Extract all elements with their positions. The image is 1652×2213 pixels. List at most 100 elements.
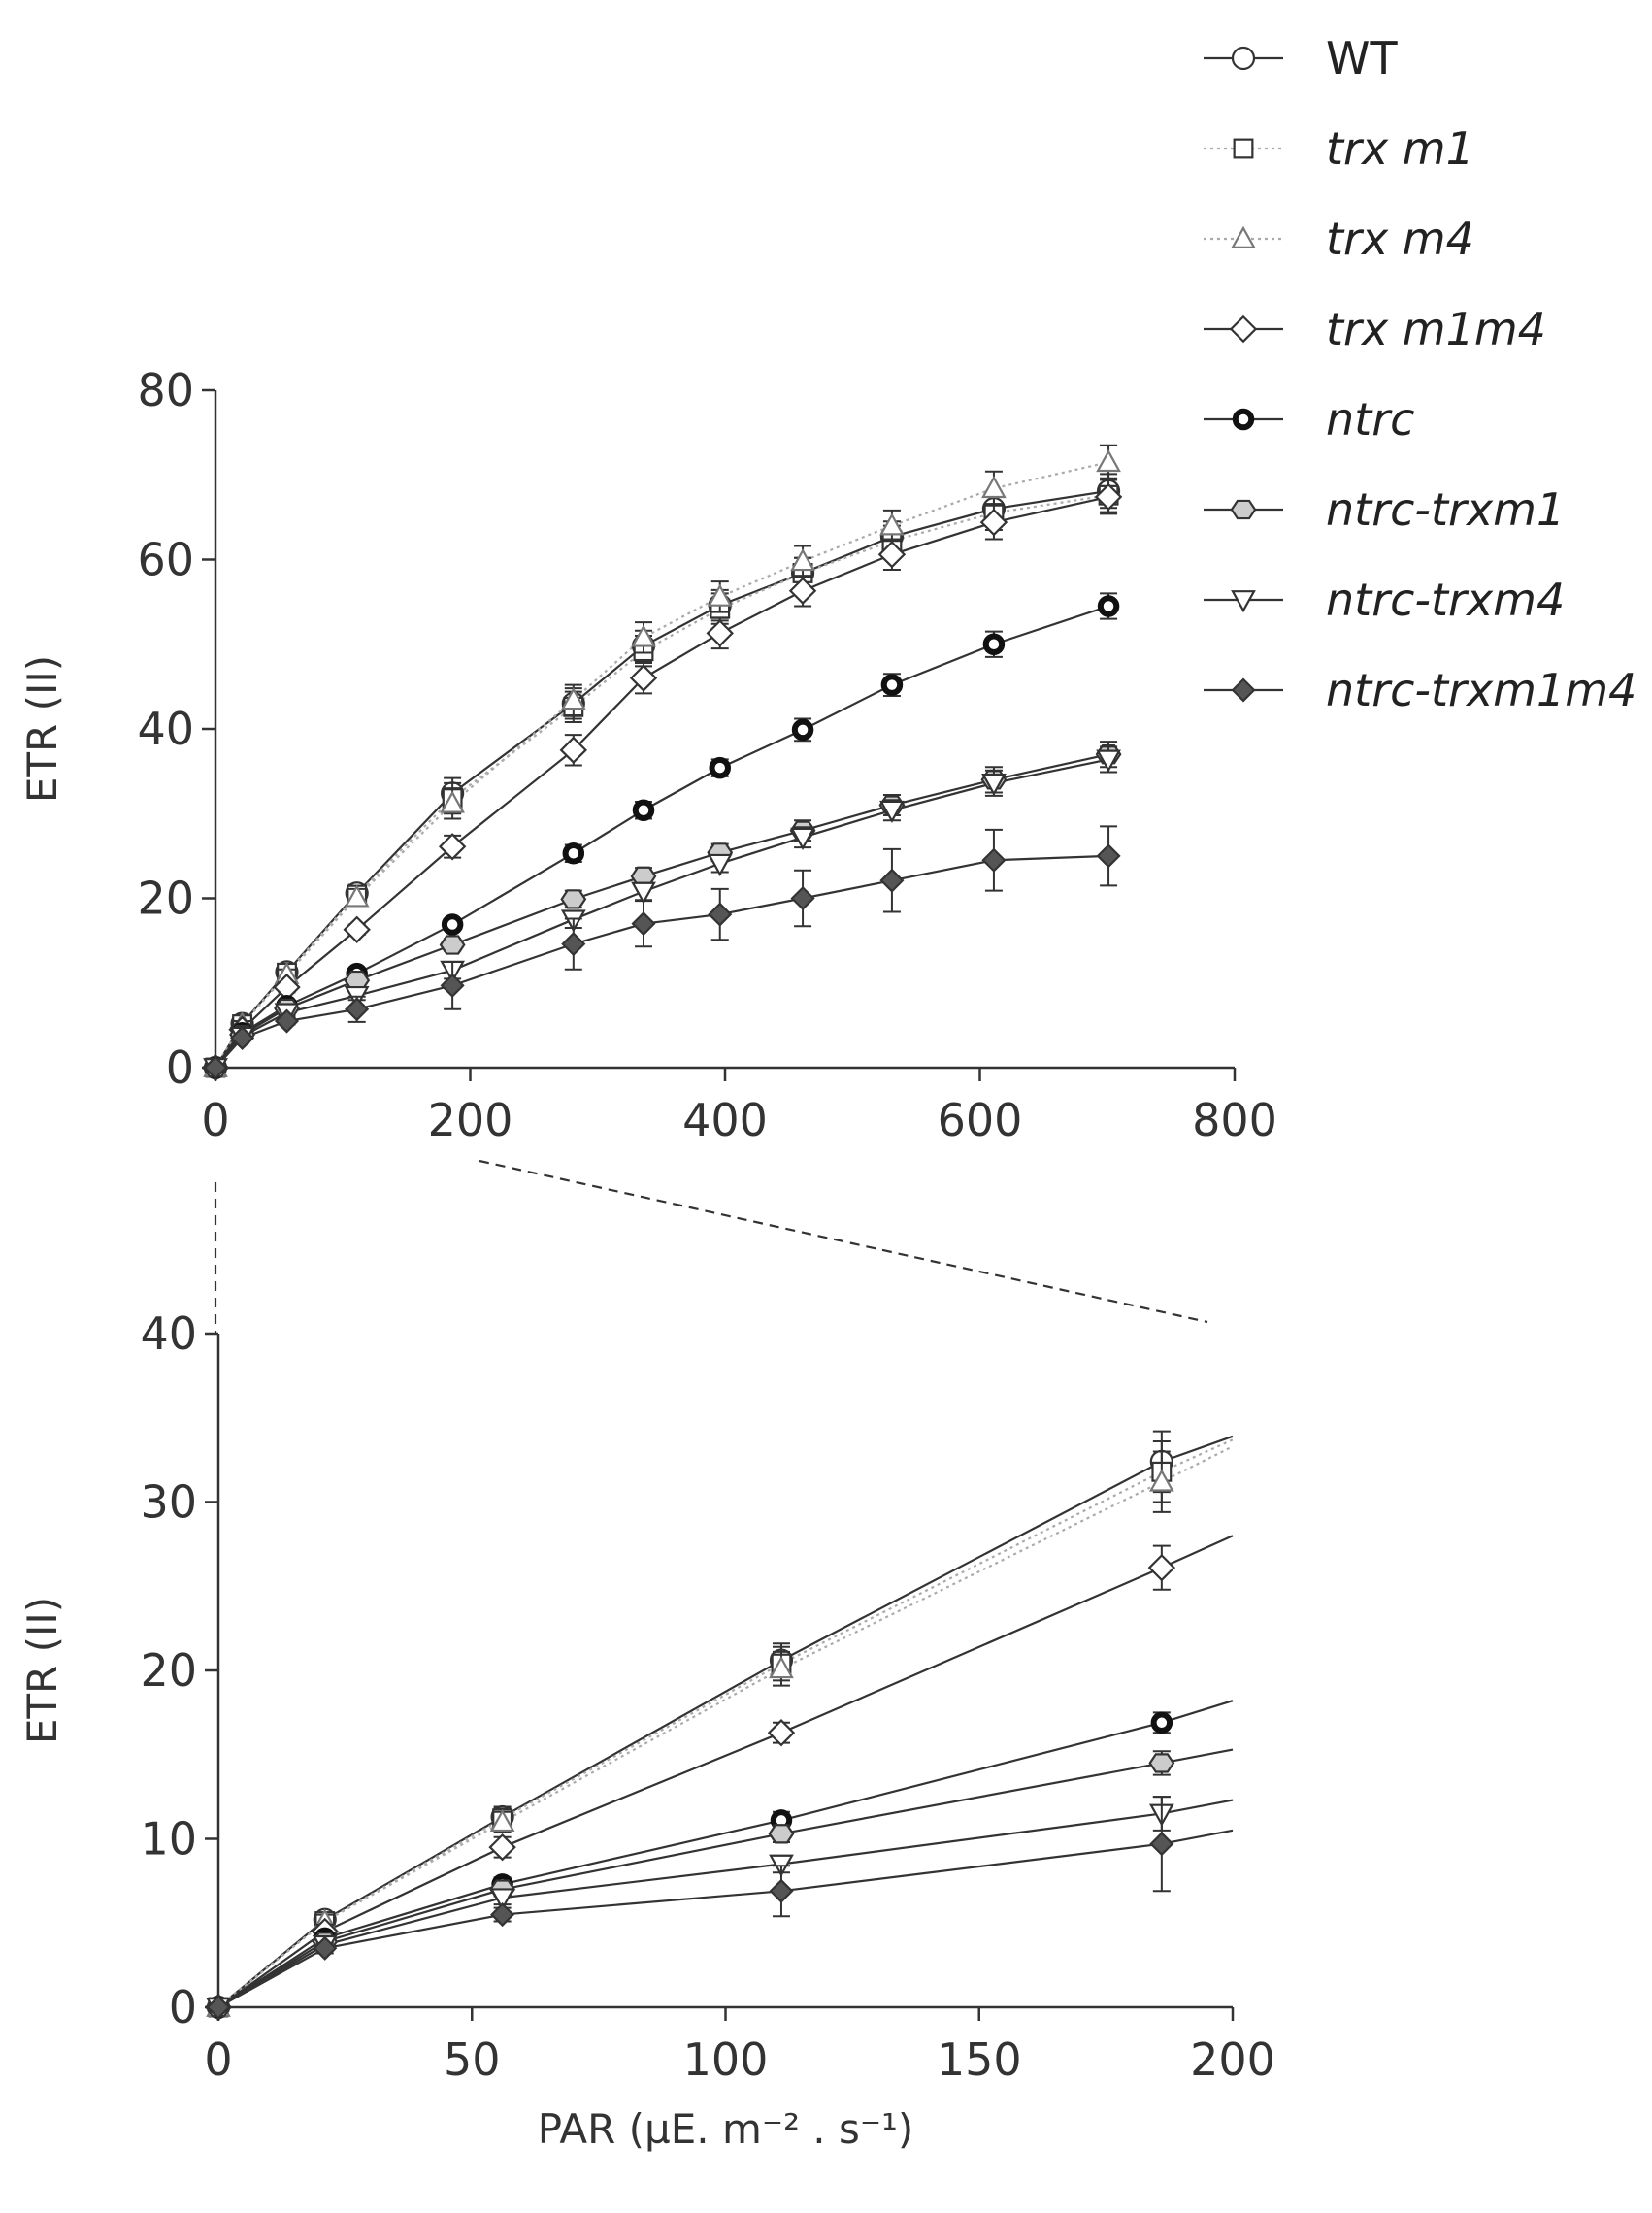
data-point-ntrc-trxm1m4 bbox=[345, 997, 370, 1022]
data-point-trx-m4 bbox=[707, 583, 733, 607]
y-axis-title: ETR (II) bbox=[18, 655, 66, 803]
data-point-trx-m4 bbox=[1148, 1469, 1174, 1492]
data-point-trx-m4 bbox=[790, 547, 815, 572]
legend-label: ntrc-trxm4 bbox=[1326, 574, 1565, 626]
data-point-ntrc-trxm1m4 bbox=[206, 1995, 231, 2020]
data-point-ntrc-trxm4 bbox=[981, 773, 1007, 797]
data-point-ntrc-trxm4 bbox=[707, 853, 733, 876]
legend-label: trx m4 bbox=[1326, 213, 1474, 265]
x-tick-label: 50 bbox=[444, 2033, 501, 2086]
legend-marker bbox=[1233, 138, 1254, 159]
y-tick-label: 0 bbox=[169, 1981, 197, 2033]
legend-marker bbox=[1230, 499, 1257, 520]
legend-marker bbox=[1231, 46, 1256, 71]
legend-marker bbox=[1232, 408, 1255, 431]
y-tick-label: 80 bbox=[137, 364, 194, 416]
data-point-ntrc-trxm1m4 bbox=[490, 1902, 515, 1928]
data-point-ntrc-trxm1m4 bbox=[440, 973, 465, 998]
data-point-ntrc bbox=[982, 633, 1006, 655]
data-point-ntrc-trxm1m4 bbox=[274, 1008, 300, 1034]
data-point-ntrc-trxm1 bbox=[439, 935, 466, 955]
x-tick-label: 400 bbox=[682, 1094, 768, 1146]
series-line-trx-m4 bbox=[217, 1445, 1234, 2008]
series-line-ntrc bbox=[217, 1700, 1234, 2008]
series-line-ntrc-trxm4 bbox=[217, 1799, 1234, 2008]
data-point-ntrc-trxm1m4 bbox=[561, 932, 586, 957]
data-point-ntrc-trxm4 bbox=[631, 881, 656, 905]
x-tick-label: 600 bbox=[938, 1094, 1023, 1146]
x-tick-label: 100 bbox=[683, 2033, 769, 2086]
series-line-trx-m1m4 bbox=[215, 495, 1109, 1069]
data-point-trx-m1m4 bbox=[488, 1833, 516, 1862]
bottom-chart: 0 50 100 150 200 0 10 20 30 40 ETR (II) PAR (µE. m⁻… bbox=[18, 1307, 1275, 2153]
data-point-trx-m1m4 bbox=[1147, 1553, 1176, 1582]
data-point-trx-m1m4 bbox=[1094, 482, 1123, 512]
x-tick-label: 0 bbox=[204, 2033, 232, 2086]
data-point-ntrc-trxm1m4 bbox=[313, 1935, 338, 1961]
series-line-WT bbox=[217, 1435, 1234, 2008]
data-point-trx-m4 bbox=[489, 1808, 515, 1833]
y-tick-label: 10 bbox=[140, 1813, 197, 1866]
data-point-ntrc-trxm1m4 bbox=[879, 868, 905, 893]
data-point-ntrc-trxm1 bbox=[1148, 1753, 1175, 1773]
data-point-trx-m4 bbox=[1096, 448, 1121, 473]
data-point-ntrc-trxm1m4 bbox=[203, 1055, 228, 1080]
legend-label: trx m1 bbox=[1326, 122, 1474, 175]
data-point-trx-m1m4 bbox=[877, 541, 907, 569]
data-point-trx-m1m4 bbox=[767, 1718, 796, 1747]
legend-label: ntrc-trxm1m4 bbox=[1326, 664, 1636, 716]
y-axis-title: ETR (II) bbox=[18, 1597, 66, 1744]
legend-label: ntrc-trxm1 bbox=[1326, 483, 1565, 536]
legend-marker bbox=[1231, 677, 1256, 703]
legend-marker bbox=[1231, 590, 1256, 613]
x-tick-label: 150 bbox=[937, 2033, 1022, 2086]
data-point-trx-m1m4 bbox=[706, 619, 734, 647]
data-point-trx-m4 bbox=[769, 1655, 794, 1679]
data-point-ntrc-trxm1m4 bbox=[1149, 1832, 1174, 1857]
y-tick-label: 60 bbox=[137, 534, 194, 586]
legend-marker bbox=[1229, 314, 1258, 344]
data-point-trx-m4 bbox=[879, 512, 905, 536]
data-point-ntrc-trxm1m4 bbox=[708, 902, 733, 927]
data-point-trx-m1m4 bbox=[788, 577, 817, 605]
x-tick-label: 200 bbox=[1190, 2033, 1275, 2086]
data-point-ntrc-trxm1m4 bbox=[230, 1025, 255, 1051]
data-point-trx-m4 bbox=[560, 687, 586, 710]
zoom-connectors bbox=[214, 1159, 1208, 1334]
data-point-ntrc-trxm1m4 bbox=[790, 885, 815, 911]
y-tick-label: 0 bbox=[166, 1041, 194, 1094]
series-line-trx-m1 bbox=[215, 494, 1109, 1069]
data-point-ntrc-trxm1m4 bbox=[1096, 843, 1121, 869]
data-point-ntrc-trxm1m4 bbox=[981, 847, 1007, 873]
x-axis-title: PAR (µE. m⁻² . s⁻¹) bbox=[538, 2105, 914, 2153]
data-point-ntrc bbox=[1150, 1711, 1173, 1734]
data-point-ntrc-trxm1m4 bbox=[769, 1878, 794, 1903]
data-point-trx-m1m4 bbox=[979, 508, 1008, 537]
legend: WT trx m1 trx m4 trx m1m4 ntrc ntrc-trxm1 ntrc… bbox=[1204, 32, 1636, 716]
data-point-ntrc-trxm4 bbox=[489, 1888, 515, 1911]
zoom-connector-right bbox=[479, 1159, 1208, 1324]
y-tick-label: 30 bbox=[140, 1476, 197, 1529]
data-point-ntrc bbox=[441, 913, 464, 936]
legend-marker bbox=[1231, 225, 1256, 248]
data-point-trx-m4 bbox=[440, 790, 465, 813]
data-point-ntrc-trxm4 bbox=[1096, 749, 1121, 773]
data-point-ntrc-trxm1 bbox=[560, 889, 587, 909]
data-point-trx-m1m4 bbox=[629, 664, 658, 692]
series-line-ntrc-trxm1 bbox=[215, 753, 1109, 1069]
legend-label: trx m1m4 bbox=[1326, 303, 1546, 355]
data-point-ntrc-trxm1 bbox=[768, 1824, 795, 1844]
data-point-ntrc bbox=[709, 756, 731, 779]
y-tick-label: 20 bbox=[140, 1644, 197, 1697]
data-point-ntrc bbox=[880, 674, 904, 696]
data-point-trx-m4 bbox=[631, 624, 656, 647]
legend-label: WT bbox=[1326, 32, 1398, 84]
data-point-ntrc bbox=[791, 718, 814, 742]
y-tick-label: 20 bbox=[137, 873, 194, 925]
y-tick-label: 40 bbox=[140, 1307, 197, 1360]
y-tick-label: 40 bbox=[137, 703, 194, 755]
x-tick-label: 200 bbox=[428, 1094, 513, 1146]
data-point-ntrc bbox=[632, 799, 655, 822]
legend-label: ntrc bbox=[1326, 393, 1414, 446]
